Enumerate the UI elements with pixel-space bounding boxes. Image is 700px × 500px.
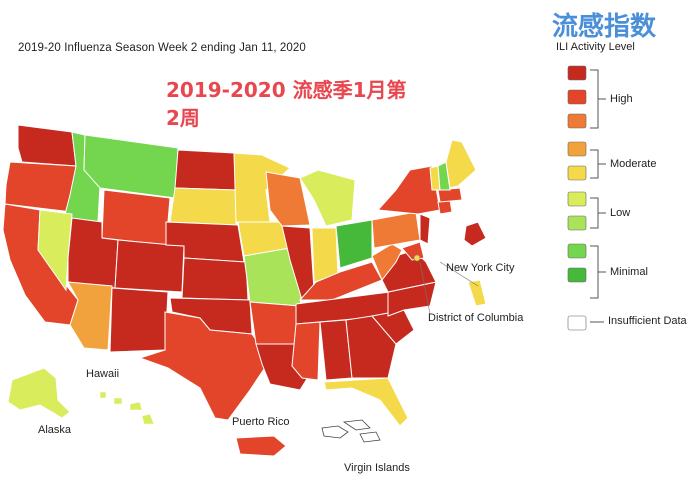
nyc-inset (467, 279, 487, 307)
legend-swatch-6 (567, 215, 587, 231)
virgin-islands (321, 419, 381, 443)
state-michigan (299, 169, 356, 227)
legend-swatch-1 (567, 89, 587, 105)
state-maine (445, 139, 477, 189)
state-georgia (345, 315, 397, 379)
label-district-of-columbia: District of Columbia (428, 312, 524, 324)
legend-label-moderate: Moderate (610, 158, 657, 170)
dc-leader-line (419, 261, 431, 315)
legend-bracket-minimal (590, 245, 606, 299)
state-massachusetts (437, 187, 463, 203)
chart-title-cn-line1: 2019-2020 流感季1月第 (166, 78, 407, 102)
state-indiana (311, 227, 339, 283)
legend-label-high: High (610, 93, 633, 105)
state-pennsylvania (371, 211, 421, 249)
legend-swatch-5 (567, 191, 587, 207)
state-hawaii (99, 391, 155, 425)
legend-swatch-0 (567, 65, 587, 81)
state-texas (138, 311, 271, 421)
legend-label-low: Low (610, 207, 631, 219)
puerto-rico (235, 435, 287, 457)
nyc-leader-line (439, 261, 479, 287)
legend-swatch-3 (567, 141, 587, 157)
label-hawaii: Hawaii (86, 368, 120, 380)
legend-bracket-high (590, 69, 606, 129)
dc-marker (413, 254, 421, 262)
state-washington (17, 124, 77, 167)
state-wisconsin (265, 171, 311, 227)
legend-title-cn: 流感指数 (552, 12, 657, 42)
state-oregon (4, 161, 77, 213)
state-new-mexico (109, 287, 169, 353)
state-minnesota (233, 152, 291, 223)
legend-swatch-4 (567, 165, 587, 181)
state-mississippi (291, 321, 321, 381)
legend-brackets (590, 69, 606, 323)
legend-label-minimal: Minimal (610, 266, 648, 278)
state-arkansas (249, 301, 301, 345)
state-ohio (335, 219, 373, 269)
label-alaska: Alaska (38, 424, 72, 436)
legend-label-insufficient: Insufficient Data (608, 315, 687, 327)
label-new-york-city: New York City (446, 262, 515, 274)
state-wyoming (101, 189, 171, 246)
state-new-jersey (419, 213, 431, 245)
state-west-virginia (371, 243, 403, 281)
legend-subtitle: ILI Activity Level (556, 41, 635, 53)
state-kansas (181, 257, 249, 301)
state-new-york (376, 165, 441, 215)
legend-swatches (567, 65, 587, 331)
chart-title-cn: 2019-2020 流感季1月第 2周 (166, 76, 466, 132)
state-rhode-island-inset (463, 221, 487, 247)
chart-title-cn-line2: 2周 (166, 106, 200, 130)
legend-swatch-7 (567, 243, 587, 259)
state-north-dakota (174, 149, 237, 191)
state-florida (323, 377, 409, 427)
label-virgin-islands: Virgin Islands (344, 462, 410, 474)
state-nevada (37, 209, 73, 292)
state-south-dakota (169, 187, 237, 226)
label-puerto-rico: Puerto Rico (232, 416, 290, 428)
chart-title-en: 2019-20 Influenza Season Week 2 ending J… (18, 42, 306, 54)
state-alaska (7, 367, 71, 419)
legend-swatch-8 (567, 267, 587, 283)
legend-swatch-2 (567, 113, 587, 129)
legend-bracket-low (590, 197, 606, 229)
state-colorado (114, 239, 185, 293)
state-montana (83, 134, 179, 199)
state-arizona (67, 281, 113, 351)
legend-swatch-9 (567, 315, 587, 331)
legend-bracket-moderate (590, 149, 606, 179)
